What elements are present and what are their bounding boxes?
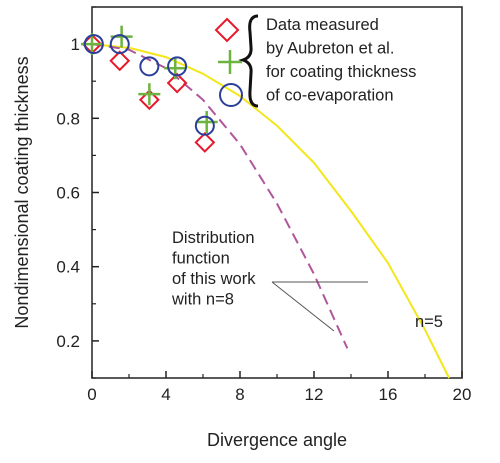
x-tick-label: 0 [87, 385, 96, 404]
n8-label-line: of this work [172, 270, 256, 288]
circle-point [109, 34, 130, 55]
legend-text-line: of co-evaporation [266, 87, 394, 105]
y-tick-label: 0.6 [56, 184, 80, 203]
y-tick-label: 0.8 [56, 109, 80, 128]
diamond-point [138, 89, 160, 111]
n8-curve [91, 43, 349, 349]
annotation-layer: Data measured by Aubreton et al. for coati… [171, 14, 443, 332]
legend-brace [238, 14, 259, 108]
legend-diamond-marker [214, 17, 240, 43]
plus-point [138, 83, 161, 106]
y-axis-title: Nondimensional coating thickness [12, 56, 32, 328]
plot-area: 0 4 8 12 16 20 0.2 0.4 0.6 0.8 1 Divergence angle No… [12, 6, 472, 450]
n5-label: n=5 [415, 313, 443, 331]
legend-text-line: by Aubreton et al. [266, 40, 394, 58]
x-tick-label: 8 [235, 385, 244, 404]
legend-text-line: Data measured [266, 16, 379, 34]
x-tick-label: 4 [161, 385, 170, 404]
x-tick-label: 12 [305, 385, 324, 404]
data-marks [81, 25, 450, 379]
legend-circle-marker [219, 83, 243, 107]
x-tick-label: 16 [379, 385, 398, 404]
y-tick-label: 1 [71, 35, 80, 54]
circle-point [194, 115, 215, 136]
y-tick-label: 0.4 [56, 258, 80, 277]
diamond-point [166, 72, 188, 94]
circle-point [83, 34, 104, 55]
n8-label-line: with n=8 [171, 291, 234, 309]
diamond-point [109, 50, 131, 72]
n8-leader-line-2 [271, 281, 335, 332]
n8-label-line: Distribution [172, 229, 255, 247]
circle-point [139, 56, 160, 77]
y-tick-label: 0.2 [56, 332, 80, 351]
x-axis-title: Divergence angle [207, 430, 347, 450]
n5-curve [91, 43, 450, 379]
legend-plus-marker [218, 50, 242, 74]
n8-label-line: function [172, 250, 230, 268]
circle-point [167, 56, 188, 77]
diamond-point [194, 132, 216, 153]
legend-text-line: for coating thickness [266, 63, 416, 81]
x-tick-label: 20 [453, 385, 472, 404]
